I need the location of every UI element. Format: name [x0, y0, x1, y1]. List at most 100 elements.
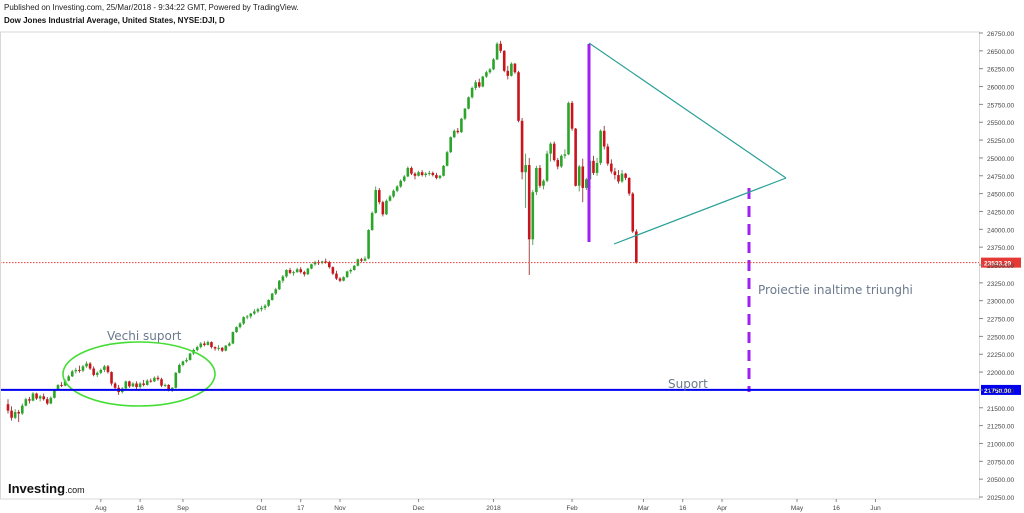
y-tick-label: 22000.00 — [987, 370, 1014, 377]
candle-body — [413, 173, 417, 176]
candle-body — [613, 171, 617, 176]
candle-body — [374, 190, 378, 213]
candle-body — [295, 269, 299, 273]
candle-body — [410, 167, 413, 174]
candles — [6, 40, 638, 423]
candle-body — [267, 299, 270, 306]
candle-body — [38, 396, 42, 399]
candle-body — [256, 309, 260, 312]
candle-body — [113, 383, 117, 388]
x-tick-label: Apr — [717, 505, 728, 512]
candle-body — [245, 316, 249, 318]
x-tick-label: Mar — [638, 505, 650, 512]
candle-body — [31, 393, 35, 401]
candle-body — [417, 172, 420, 176]
candle-body — [110, 372, 113, 384]
candle-body — [242, 317, 245, 324]
candle-body — [602, 130, 606, 147]
candle-body — [238, 323, 242, 328]
candle-body — [488, 69, 492, 73]
candle-body — [292, 272, 295, 274]
y-tick-label: 21250.00 — [987, 424, 1014, 431]
candle-body — [324, 261, 328, 263]
candle-body — [520, 120, 524, 173]
candle-body — [592, 160, 595, 173]
candle-body — [399, 180, 402, 187]
candle-body — [342, 277, 345, 281]
candle-body — [424, 173, 427, 176]
x-tick-label: 17 — [297, 505, 305, 512]
candle-body — [599, 130, 602, 163]
candle-body — [138, 383, 142, 388]
candle-body — [420, 172, 424, 176]
candle-body — [10, 410, 13, 418]
y-tick-label: 23000.00 — [987, 299, 1014, 306]
logo-text: Investing — [8, 481, 65, 496]
candle-body — [288, 269, 292, 273]
candle-body — [156, 377, 160, 380]
y-tick-label: 25500.00 — [987, 120, 1014, 127]
candle-body — [635, 231, 638, 263]
candle-body — [263, 305, 267, 308]
candle-body — [60, 384, 63, 386]
candle-body — [153, 377, 156, 382]
candle-body — [485, 72, 488, 77]
candle-body — [452, 130, 456, 138]
y-tick-label: 24500.00 — [987, 192, 1014, 199]
candle-body — [549, 143, 552, 154]
candle-body — [260, 307, 263, 310]
candle-body — [181, 361, 185, 365]
candle-body — [278, 280, 281, 290]
candle-body — [20, 405, 24, 414]
candle-body — [92, 368, 95, 375]
triangle-upper-line — [588, 42, 787, 179]
candle-body — [285, 269, 288, 277]
candle-body — [6, 404, 10, 411]
x-tick-label: May — [791, 505, 804, 512]
price-label-box — [981, 384, 1021, 395]
candle-body — [70, 371, 74, 377]
candle-body — [331, 267, 335, 274]
candle-body — [606, 146, 610, 164]
candle-body — [49, 397, 53, 404]
y-tick-label: 24250.00 — [987, 209, 1014, 216]
candle-body — [53, 389, 56, 398]
overlays — [62, 42, 787, 407]
y-tick-label: 25750.00 — [987, 102, 1014, 109]
candle-body — [99, 369, 103, 373]
y-tick-label: 20500.00 — [987, 477, 1014, 484]
candle-body — [220, 347, 224, 351]
y-tick-label: 25000.00 — [987, 156, 1014, 163]
y-tick-label: 23750.00 — [987, 245, 1014, 252]
candle-body — [88, 363, 92, 369]
plot-border — [0, 31, 980, 500]
candle-body — [203, 343, 206, 345]
candle-body — [367, 230, 370, 259]
candle-body — [449, 137, 452, 153]
candle-body — [360, 259, 363, 261]
candle-body — [363, 258, 367, 261]
candle-body — [481, 76, 485, 87]
projection-label: Proiectie inaltime triunghi — [758, 283, 913, 297]
candle-body — [103, 366, 106, 370]
x-tick-label: Aug — [95, 505, 107, 512]
triangle-lower-line — [613, 177, 787, 245]
candle-body — [328, 262, 331, 268]
candle-body — [135, 383, 138, 388]
candle-body — [42, 396, 45, 400]
candle-body — [145, 380, 149, 385]
candle-body — [445, 152, 449, 166]
candle-body — [310, 264, 313, 269]
candle-body — [67, 376, 70, 381]
candle-body — [506, 70, 510, 76]
candle-body — [531, 192, 535, 240]
candle-body — [274, 289, 278, 294]
candle-body — [160, 379, 163, 386]
y-tick-label: 23250.00 — [987, 281, 1014, 288]
candle-body — [188, 353, 192, 360]
candle-body — [567, 102, 570, 155]
candle-body — [195, 347, 199, 350]
candle-body — [513, 63, 517, 73]
candle-body — [624, 173, 627, 178]
candle-body — [552, 143, 556, 161]
